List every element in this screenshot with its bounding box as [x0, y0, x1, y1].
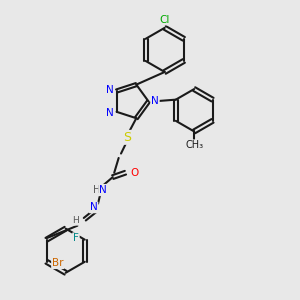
Text: H: H — [73, 216, 79, 225]
Text: Cl: Cl — [160, 15, 170, 25]
Text: CH₃: CH₃ — [185, 140, 203, 150]
Text: N: N — [151, 96, 159, 106]
Text: N: N — [106, 85, 114, 94]
Text: O: O — [130, 168, 138, 178]
Text: Br: Br — [52, 258, 64, 268]
Text: N: N — [99, 185, 107, 195]
Text: N: N — [90, 202, 98, 212]
Text: S: S — [124, 131, 131, 144]
Text: N: N — [106, 108, 114, 118]
Text: H: H — [93, 185, 100, 195]
Text: F: F — [73, 233, 79, 243]
